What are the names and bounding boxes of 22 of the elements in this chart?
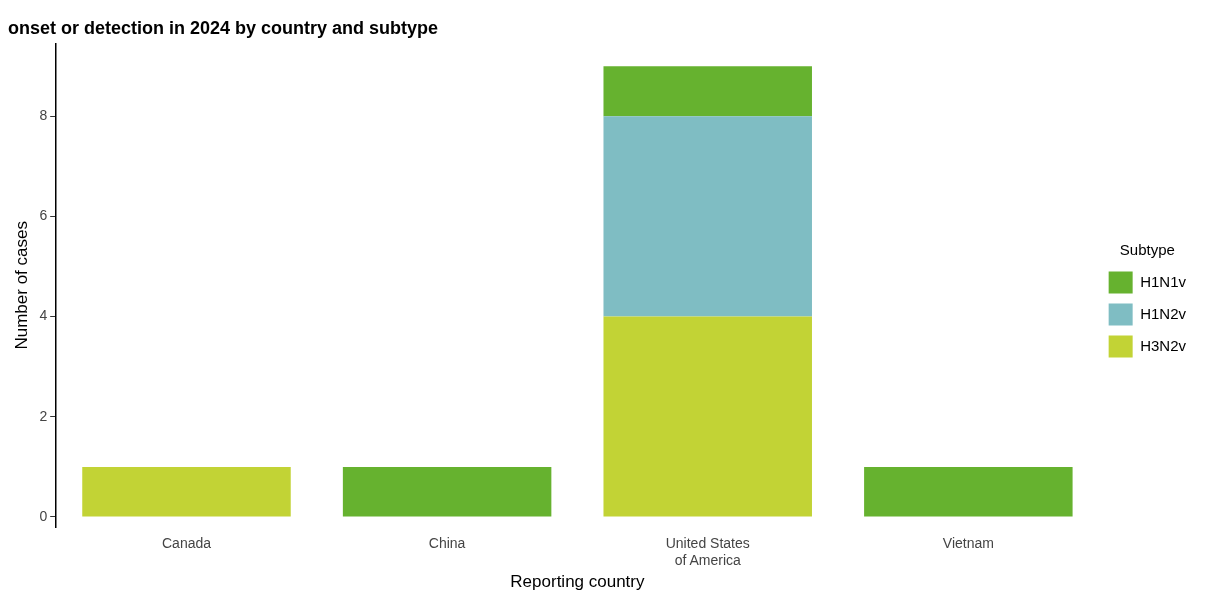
bar bbox=[603, 316, 812, 517]
y-axis-title: Number of cases bbox=[11, 221, 31, 350]
chart-title: onset or detection in 2024 by country and subtype bbox=[8, 17, 439, 38]
y-tick-label: 2 bbox=[39, 407, 48, 424]
x-tick-label: United States of America bbox=[665, 535, 750, 569]
bar bbox=[342, 466, 552, 517]
y-tick-label: 0 bbox=[39, 507, 48, 524]
x-tick-label: China bbox=[428, 535, 466, 552]
legend-title: Subtype bbox=[1119, 241, 1175, 259]
x-tick-label: Canada bbox=[161, 535, 212, 552]
bar bbox=[864, 466, 1073, 517]
bar bbox=[82, 466, 291, 517]
bar bbox=[603, 66, 812, 117]
bar bbox=[603, 116, 812, 317]
x-axis-title: Reporting country bbox=[510, 572, 646, 592]
y-tick-label: 4 bbox=[39, 307, 48, 324]
legend-label: H1N2v bbox=[1140, 304, 1187, 322]
x-tick-label: Vietnam bbox=[942, 535, 994, 552]
y-tick-label: 8 bbox=[39, 107, 48, 124]
legend-label: H1N1v bbox=[1140, 272, 1187, 290]
y-tick-label: 6 bbox=[39, 207, 48, 224]
legend-label: H3N2v bbox=[1140, 336, 1187, 354]
